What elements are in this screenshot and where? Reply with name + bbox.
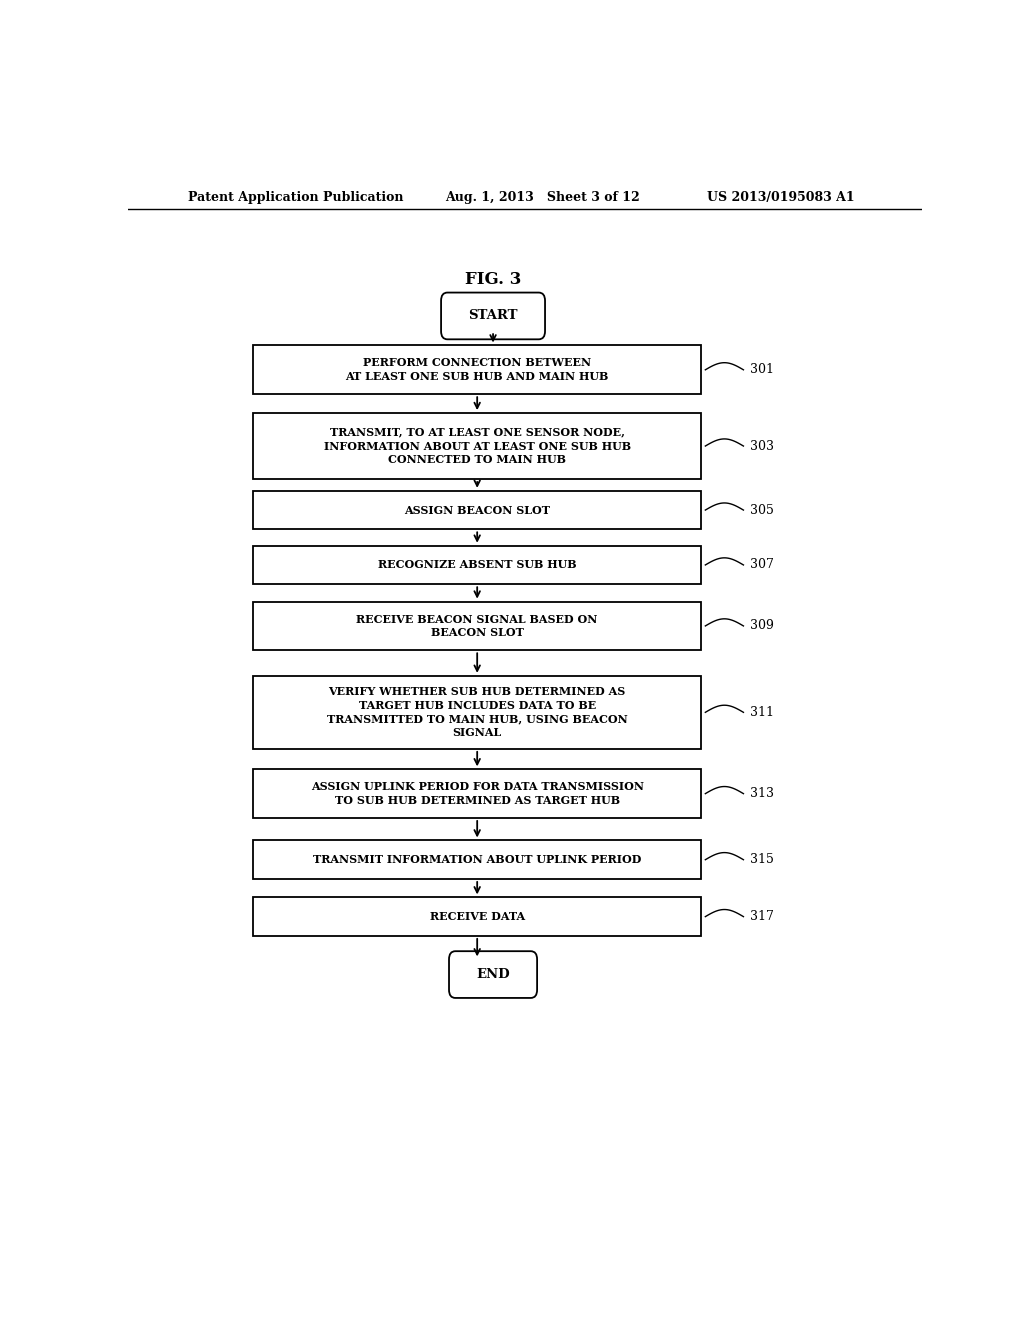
Text: TRANSMIT INFORMATION ABOUT UPLINK PERIOD: TRANSMIT INFORMATION ABOUT UPLINK PERIOD bbox=[313, 854, 641, 865]
Text: VERIFY WHETHER SUB HUB DETERMINED AS
TARGET HUB INCLUDES DATA TO BE
TRANSMITTED : VERIFY WHETHER SUB HUB DETERMINED AS TAR… bbox=[327, 686, 628, 738]
Bar bbox=[253, 841, 701, 879]
Text: 311: 311 bbox=[750, 706, 774, 719]
Text: TRANSMIT, TO AT LEAST ONE SENSOR NODE,
INFORMATION ABOUT AT LEAST ONE SUB HUB
CO: TRANSMIT, TO AT LEAST ONE SENSOR NODE, I… bbox=[324, 426, 631, 465]
Text: 301: 301 bbox=[750, 363, 774, 376]
Text: RECOGNIZE ABSENT SUB HUB: RECOGNIZE ABSENT SUB HUB bbox=[378, 560, 577, 570]
Text: PERFORM CONNECTION BETWEEN
AT LEAST ONE SUB HUB AND MAIN HUB: PERFORM CONNECTION BETWEEN AT LEAST ONE … bbox=[345, 358, 609, 383]
Text: FIG. 3: FIG. 3 bbox=[465, 271, 521, 288]
FancyBboxPatch shape bbox=[441, 293, 545, 339]
Text: 305: 305 bbox=[750, 503, 774, 516]
Text: RECEIVE BEACON SIGNAL BASED ON
BEACON SLOT: RECEIVE BEACON SIGNAL BASED ON BEACON SL… bbox=[356, 614, 598, 639]
Text: RECEIVE DATA: RECEIVE DATA bbox=[430, 911, 524, 923]
Text: 313: 313 bbox=[750, 787, 774, 800]
Text: 315: 315 bbox=[750, 853, 774, 866]
Bar bbox=[253, 346, 701, 395]
Text: Patent Application Publication: Patent Application Publication bbox=[187, 190, 403, 203]
Bar bbox=[253, 898, 701, 936]
Bar bbox=[253, 413, 701, 479]
Text: ASSIGN UPLINK PERIOD FOR DATA TRANSMISSION
TO SUB HUB DETERMINED AS TARGET HUB: ASSIGN UPLINK PERIOD FOR DATA TRANSMISSI… bbox=[310, 781, 644, 807]
Bar bbox=[253, 770, 701, 818]
Text: END: END bbox=[476, 968, 510, 981]
Text: 303: 303 bbox=[750, 440, 774, 453]
Text: US 2013/0195083 A1: US 2013/0195083 A1 bbox=[708, 190, 855, 203]
FancyBboxPatch shape bbox=[449, 952, 538, 998]
Bar bbox=[253, 491, 701, 529]
Text: Aug. 1, 2013   Sheet 3 of 12: Aug. 1, 2013 Sheet 3 of 12 bbox=[445, 190, 640, 203]
Text: 317: 317 bbox=[750, 909, 774, 923]
Bar bbox=[253, 602, 701, 651]
Text: 307: 307 bbox=[750, 558, 774, 572]
Bar bbox=[253, 676, 701, 748]
Text: ASSIGN BEACON SLOT: ASSIGN BEACON SLOT bbox=[404, 504, 550, 516]
Bar bbox=[253, 545, 701, 585]
Text: 309: 309 bbox=[750, 619, 774, 632]
Text: START: START bbox=[468, 309, 518, 322]
